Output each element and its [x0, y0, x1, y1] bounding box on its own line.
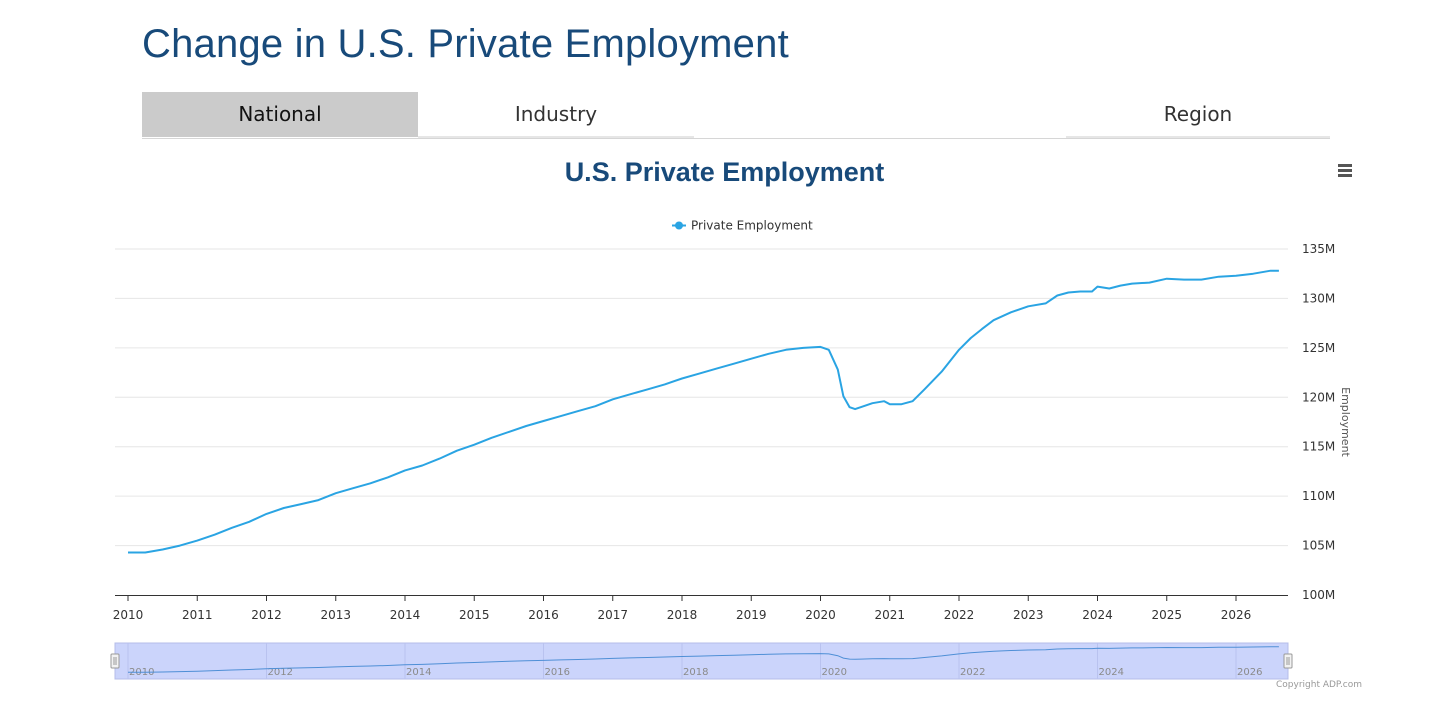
y-tick-label: 115M: [1302, 440, 1335, 454]
x-tick-label: 2015: [459, 608, 490, 622]
y-tick-label: 120M: [1302, 390, 1335, 404]
y-tick-label: 110M: [1302, 489, 1335, 503]
legend[interactable]: Private Employment: [672, 219, 813, 233]
legend-dot-marker: [675, 221, 683, 230]
tab-region[interactable]: Region: [1163, 102, 1233, 126]
navigator-right-handle[interactable]: [1283, 653, 1293, 669]
y-axis-title: Employment: [1339, 387, 1352, 457]
x-tick-label: 2010: [113, 608, 144, 622]
x-tick-label: 2023: [1013, 608, 1044, 622]
x-tick-label: 2025: [1151, 608, 1182, 622]
series-line-private-employment[interactable]: [128, 269, 1279, 554]
navigator-tick-label: 2014: [406, 667, 431, 678]
x-tick-label: 2019: [736, 608, 767, 622]
tab-national[interactable]: National: [142, 92, 418, 137]
x-tick-label: 2018: [667, 608, 698, 622]
navigator-left-handle[interactable]: [110, 653, 120, 669]
range-navigator[interactable]: 2010 2012 2014 2016 2018 2020 2022 2024 2026: [110, 642, 1293, 680]
tab-divider: [418, 136, 694, 138]
x-tick-label: 2026: [1221, 608, 1252, 622]
y-tick-label: 135M: [1302, 242, 1335, 256]
y-tick-label: 125M: [1302, 341, 1335, 355]
tab-industry[interactable]: Industry: [514, 102, 598, 126]
tab-bar: National Industry Region: [142, 92, 1330, 139]
x-tick-label: 2021: [874, 608, 905, 622]
navigator-tick-label: 2026: [1237, 667, 1262, 678]
x-tick-label: 2011: [182, 608, 213, 622]
x-tick-label: 2013: [320, 608, 351, 622]
page-title: Change in U.S. Private Employment: [142, 22, 789, 66]
x-tick-label: 2024: [1082, 608, 1113, 622]
chart-title: U.S. Private Employment: [564, 157, 885, 187]
navigator-series-line: [128, 646, 1279, 673]
copyright-text: Copyright ADP.com: [1276, 680, 1363, 690]
x-tick-label: 2012: [251, 608, 282, 622]
x-tick-label: 2016: [528, 608, 559, 622]
legend-item-private-employment: Private Employment: [691, 219, 813, 233]
navigator-tick-label: 2020: [822, 667, 847, 678]
navigator-handle-grip: [110, 653, 120, 669]
x-tick-label: 2014: [390, 608, 421, 622]
y-tick-label: 130M: [1302, 291, 1335, 305]
y-tick-label: 105M: [1302, 539, 1335, 553]
hamburger-menu-icon[interactable]: [1336, 163, 1354, 179]
navigator-tick-label: 2016: [545, 667, 570, 678]
x-tick-label: 2020: [805, 608, 836, 622]
navigator-tick-label: 2024: [1099, 667, 1124, 678]
y-tick-label: 100M: [1302, 588, 1335, 602]
tab-divider: [1066, 136, 1330, 138]
navigator-tick-label: 2018: [683, 667, 708, 678]
x-tick-label: 2017: [597, 608, 628, 622]
navigator-handle-grip: [1283, 653, 1293, 669]
x-tick-label: 2022: [944, 608, 975, 622]
navigator-tick-label: 2012: [268, 667, 293, 678]
navigator-tick-label: 2022: [960, 667, 985, 678]
